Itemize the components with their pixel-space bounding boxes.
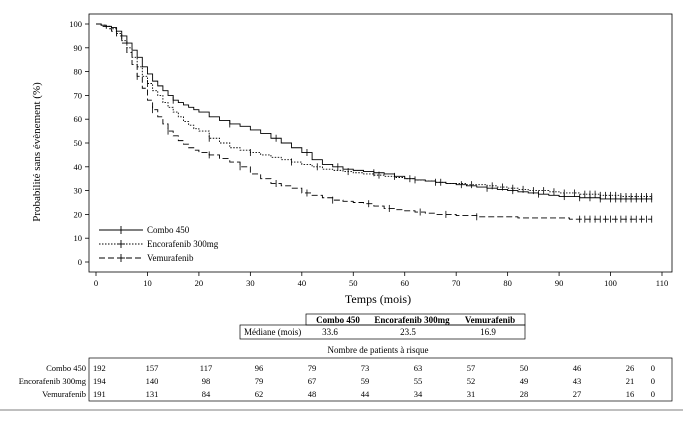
x-tick-label: 90 <box>555 278 564 288</box>
risk-row-label: Combo 450 <box>46 363 86 373</box>
risk-cell: 57 <box>467 363 476 373</box>
median-value-combo: 33.6 <box>322 327 338 337</box>
risk-cell: 59 <box>361 376 370 386</box>
legend-label-vemu: Vemurafenib <box>147 253 194 263</box>
x-tick-label: 0 <box>94 278 98 288</box>
legend-label-enco: Encorafenib 300mg <box>147 239 219 249</box>
y-tick-label: 10 <box>74 233 83 243</box>
risk-cell: 21 <box>626 376 635 386</box>
risk-cell: 16 <box>626 389 635 399</box>
risk-table-box <box>88 357 673 402</box>
risk-cell: 63 <box>414 363 423 373</box>
legend-label-combo: Combo 450 <box>147 225 190 235</box>
median-header-combo: Combo 450 <box>316 315 360 325</box>
legend: Combo 450 Encorafenib 300mg Vemurafenib <box>99 225 219 263</box>
y-tick-label: 20 <box>74 209 83 219</box>
risk-cell: 46 <box>573 363 582 373</box>
risk-cell: 62 <box>255 389 264 399</box>
median-row-label: Médiane (mois) <box>244 327 301 337</box>
risk-cell: 49 <box>520 376 529 386</box>
risk-cell: 52 <box>467 376 476 386</box>
risk-table-title: Nombre de patients à risque <box>328 345 429 355</box>
risk-cell: 28 <box>520 389 529 399</box>
y-tick-label: 30 <box>74 186 83 196</box>
risk-cell: 0 <box>651 376 655 386</box>
series-line-3 <box>96 23 652 220</box>
risk-cell: 73 <box>361 363 370 373</box>
x-tick-label: 20 <box>195 278 204 288</box>
risk-cell: 96 <box>255 363 264 373</box>
risk-cell: 192 <box>93 363 106 373</box>
risk-cell: 50 <box>520 363 529 373</box>
x-tick-label: 50 <box>349 278 358 288</box>
risk-cell: 55 <box>414 376 423 386</box>
risk-cell: 67 <box>308 376 317 386</box>
x-tick-label: 110 <box>656 278 668 288</box>
series-line-2 <box>96 23 652 197</box>
risk-table: Combo 450 192 157 117 96 79 73 63 57 50 46 26 0 Encor… <box>19 363 655 399</box>
y-tick-label: 100 <box>69 19 82 29</box>
x-tick-label: 40 <box>298 278 307 288</box>
x-tick-label: 10 <box>143 278 152 288</box>
median-value-enco: 23.5 <box>400 327 416 337</box>
series-layer <box>96 23 653 223</box>
median-value-vemu: 16.9 <box>480 327 496 337</box>
y-tick-label: 90 <box>74 43 83 53</box>
risk-cell: 191 <box>93 389 106 399</box>
risk-cell: 26 <box>626 363 635 373</box>
y-axis: 0 10 20 30 40 50 60 70 80 90 100 <box>69 19 89 267</box>
y-tick-label: 70 <box>74 90 83 100</box>
y-tick-label: 50 <box>74 138 83 148</box>
risk-cell: 98 <box>202 376 211 386</box>
risk-cell: 79 <box>255 376 264 386</box>
risk-cell: 34 <box>414 389 423 399</box>
x-tick-label: 100 <box>604 278 617 288</box>
risk-cell: 43 <box>573 376 582 386</box>
risk-row-label: Vemurafenib <box>42 389 86 399</box>
median-header-vemu: Vemurafenib <box>465 315 515 325</box>
x-tick-label: 60 <box>400 278 409 288</box>
risk-cell: 44 <box>361 389 370 399</box>
risk-cell: 0 <box>651 363 655 373</box>
risk-cell: 84 <box>202 389 211 399</box>
risk-cell: 48 <box>308 389 317 399</box>
risk-cell: 0 <box>651 389 655 399</box>
risk-cell: 131 <box>146 389 159 399</box>
risk-row-label: Encorafenib 300mg <box>19 376 87 386</box>
y-tick-label: 40 <box>74 162 83 172</box>
median-table: Combo 450 Encorafenib 300mg Vemurafenib … <box>239 313 526 340</box>
risk-cell: 27 <box>573 389 582 399</box>
risk-cell: 79 <box>308 363 317 373</box>
y-axis-label: Probabilité sans évènement (%) <box>31 82 43 222</box>
risk-cell: 117 <box>200 363 212 373</box>
x-tick-label: 80 <box>503 278 512 288</box>
median-table-body-box <box>239 324 526 340</box>
risk-cell: 31 <box>467 389 476 399</box>
risk-cell: 157 <box>146 363 159 373</box>
y-tick-label: 0 <box>78 257 82 267</box>
risk-cell: 194 <box>93 376 107 386</box>
y-tick-label: 80 <box>74 67 83 77</box>
x-axis-label: Temps (mois) <box>345 292 411 306</box>
median-header-enco: Encorafenib 300mg <box>374 315 450 325</box>
risk-cell: 140 <box>146 376 159 386</box>
x-tick-label: 70 <box>452 278 461 288</box>
y-tick-label: 60 <box>74 114 83 124</box>
x-tick-label: 30 <box>246 278 255 288</box>
x-axis: 0 10 20 30 40 50 60 70 80 90 100 110 <box>94 272 668 288</box>
